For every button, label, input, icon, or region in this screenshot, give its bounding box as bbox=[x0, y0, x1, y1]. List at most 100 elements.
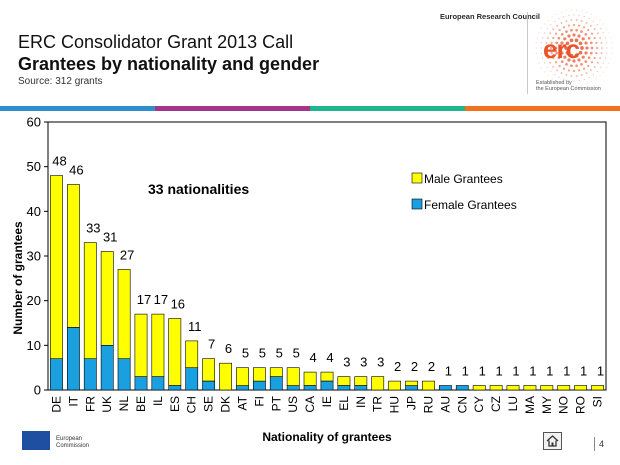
x-tick-label-es: ES bbox=[168, 396, 182, 412]
logo-dot bbox=[562, 26, 566, 29]
logo-dot bbox=[535, 47, 537, 49]
logo-dot bbox=[557, 36, 561, 40]
logo-dot bbox=[555, 13, 558, 15]
logo-dot bbox=[554, 61, 558, 64]
logo-dot bbox=[563, 15, 565, 18]
logo-dot bbox=[578, 14, 580, 17]
logo-dot bbox=[543, 23, 546, 25]
ec-logo-text: European Commission bbox=[56, 436, 89, 450]
logo-dot bbox=[540, 42, 543, 44]
dot-pattern-icon bbox=[535, 9, 613, 87]
logo-dot bbox=[583, 15, 585, 18]
bar-female-cn bbox=[455, 385, 469, 391]
bar-male-si bbox=[591, 385, 604, 391]
logo-dot bbox=[558, 76, 560, 79]
logo-dot bbox=[600, 52, 603, 55]
bar-female-ch bbox=[185, 367, 199, 391]
bar-female-au bbox=[438, 385, 452, 391]
logo-dot bbox=[593, 65, 596, 68]
logo-dot bbox=[599, 75, 601, 77]
bar-male-es bbox=[168, 318, 182, 386]
bar-male-ma bbox=[523, 385, 537, 391]
bar-female-de bbox=[50, 358, 63, 391]
logo-dot bbox=[545, 47, 547, 49]
logo-dot bbox=[595, 78, 597, 80]
logo-dot bbox=[552, 65, 555, 68]
logo-dot bbox=[546, 66, 548, 69]
bar-female-pt bbox=[269, 376, 283, 391]
bar-male-jp bbox=[405, 380, 418, 386]
logo-dot bbox=[560, 21, 563, 24]
home-button[interactable] bbox=[543, 432, 562, 450]
x-tick-label-my: MY bbox=[540, 396, 554, 414]
logo-dot bbox=[556, 69, 559, 72]
bar-male-hu bbox=[388, 380, 401, 391]
x-tick-label-ma: MA bbox=[523, 396, 537, 414]
logo-dot bbox=[587, 36, 591, 40]
logo-dot bbox=[581, 37, 585, 41]
logo-dot bbox=[553, 74, 556, 76]
logo-dot bbox=[604, 37, 607, 39]
logo-dot bbox=[540, 67, 543, 69]
logo-dot bbox=[546, 36, 549, 39]
source-note: Source: 312 grants bbox=[18, 76, 103, 87]
bar-female-es bbox=[168, 385, 182, 391]
logo-dot bbox=[555, 51, 559, 55]
y-tick-label: 60 bbox=[27, 115, 41, 130]
bar-male-my bbox=[540, 385, 554, 391]
logo-dot bbox=[588, 76, 590, 79]
logo-dot bbox=[536, 37, 538, 39]
bar-male-de bbox=[50, 175, 63, 360]
logo-dot bbox=[581, 10, 583, 12]
eu-flag-icon bbox=[22, 431, 50, 450]
logo-dot bbox=[550, 51, 553, 55]
logo-dot bbox=[558, 64, 561, 68]
x-tick-label-pt: PT bbox=[269, 395, 283, 411]
logo-dot bbox=[589, 51, 593, 55]
data-label-ro: 1 bbox=[580, 364, 587, 379]
logo-dot bbox=[563, 37, 567, 41]
x-tick-label-hu: HU bbox=[388, 396, 402, 413]
x-tick-label-in: IN bbox=[354, 396, 368, 408]
page-title: ERC Consolidator Grant 2013 Call bbox=[18, 32, 294, 52]
bar-female-ie bbox=[320, 380, 334, 391]
legend-label-female: Female Grantees bbox=[424, 198, 517, 212]
logo-dot bbox=[559, 46, 563, 50]
data-label-au: 1 bbox=[445, 364, 452, 379]
logo-dot bbox=[562, 67, 566, 70]
logo-dot bbox=[599, 36, 602, 39]
bar-male-pt bbox=[269, 367, 283, 377]
logo-dot bbox=[611, 52, 613, 54]
logo-dot bbox=[552, 56, 555, 60]
logo-dot bbox=[540, 52, 543, 54]
x-tick-label-tr: TR bbox=[371, 396, 385, 412]
y-tick-label: 40 bbox=[27, 204, 41, 219]
logo-dot bbox=[576, 85, 578, 87]
logo-dot bbox=[558, 28, 561, 32]
bar-female-uk bbox=[100, 344, 114, 391]
logo-dot bbox=[577, 34, 581, 38]
logo-dot bbox=[569, 38, 574, 43]
data-label-fr: 33 bbox=[86, 221, 100, 236]
logo-dot bbox=[565, 50, 570, 55]
logo-dot bbox=[550, 70, 552, 73]
stripe-blue bbox=[0, 106, 155, 111]
data-label-fi: 5 bbox=[259, 346, 266, 361]
logo-dot bbox=[580, 30, 583, 33]
logo-dot bbox=[602, 62, 605, 64]
logo-subtitle: Established by the European Commission bbox=[536, 80, 618, 92]
logo-dot bbox=[568, 79, 570, 82]
logo-dot bbox=[600, 66, 602, 69]
logo-dot bbox=[540, 47, 542, 49]
x-axis: DE IT FR UK NL BE IL ES CH SE DK AT FI PT US CA IE EL IN TR… bbox=[50, 395, 605, 414]
logo-dot bbox=[555, 41, 559, 45]
logo-dot bbox=[596, 61, 599, 64]
logo-dot bbox=[546, 57, 549, 60]
data-label-il: 17 bbox=[154, 292, 168, 307]
logo-dot bbox=[590, 13, 593, 15]
x-tick-label-de: DE bbox=[50, 396, 64, 413]
bar-male-be bbox=[134, 313, 148, 377]
logo-dot bbox=[565, 20, 568, 23]
logo-dot bbox=[538, 62, 540, 64]
logo-dot bbox=[577, 69, 581, 72]
